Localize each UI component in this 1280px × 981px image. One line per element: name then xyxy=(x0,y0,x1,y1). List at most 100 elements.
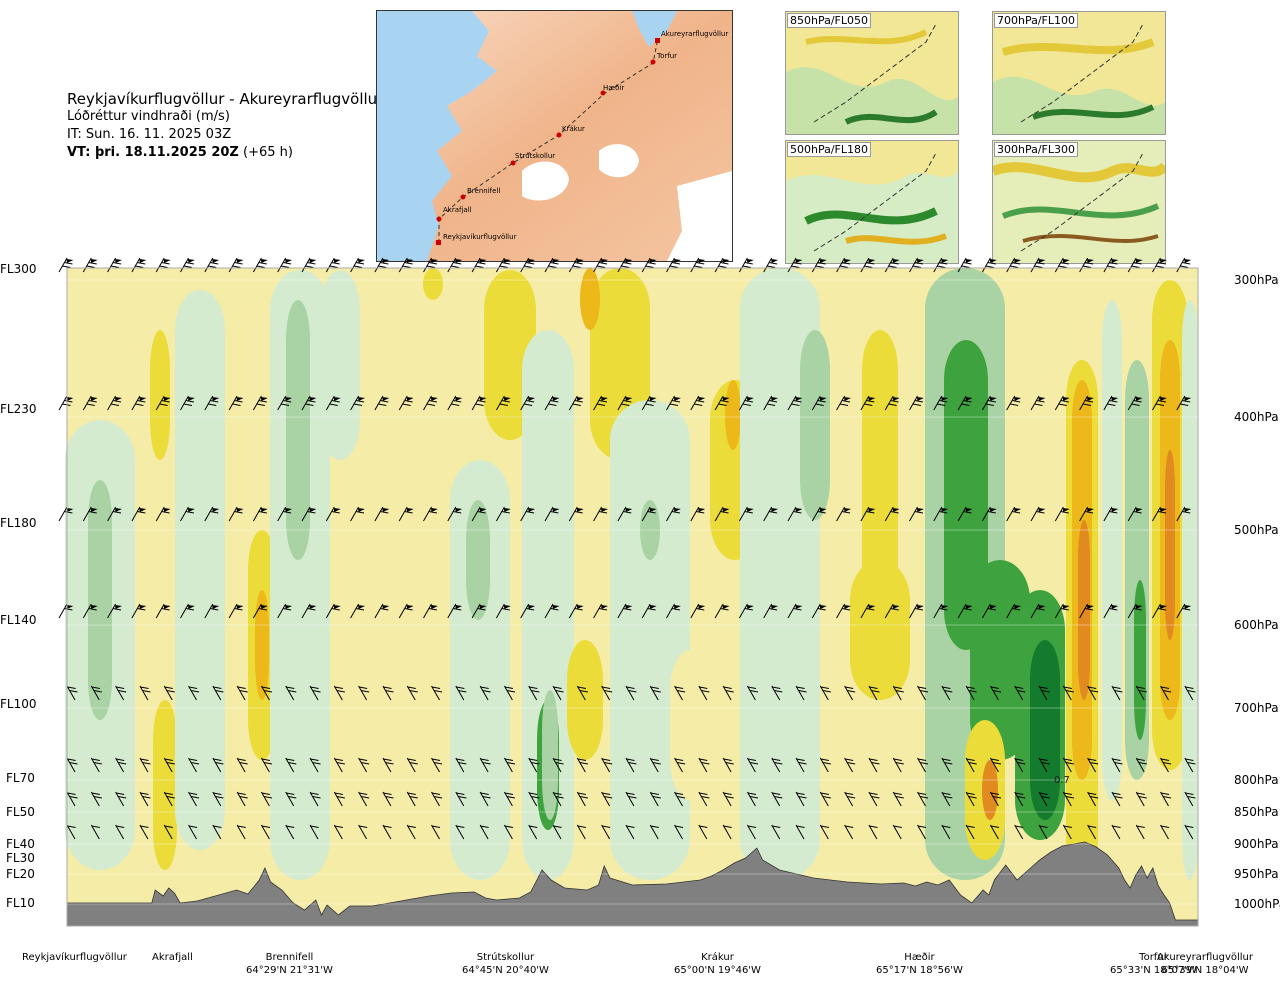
wind-barb xyxy=(722,757,734,773)
barb-feather xyxy=(1065,690,1074,693)
barb-feather xyxy=(64,400,73,403)
wind-barb xyxy=(58,395,74,411)
barb-staff xyxy=(787,506,797,522)
barb-staff xyxy=(309,791,319,807)
barb-staff xyxy=(690,506,700,522)
barb-pennant xyxy=(236,259,244,263)
barb-staff xyxy=(139,757,149,773)
barb-row-6 xyxy=(66,791,1196,807)
barb-feather xyxy=(475,265,484,268)
barb-feather xyxy=(555,796,564,799)
barb-staff xyxy=(358,757,368,773)
barb-staff xyxy=(1006,395,1016,411)
wind-barb xyxy=(1135,824,1145,840)
barb-staff xyxy=(884,257,894,273)
barb-pennant xyxy=(358,508,366,512)
barb-feather xyxy=(723,686,732,689)
wind-barb xyxy=(333,685,345,701)
wind-barb xyxy=(180,257,195,273)
barb-staff xyxy=(528,685,538,701)
barb-staff xyxy=(1030,257,1040,273)
barb-feather xyxy=(458,796,467,799)
waypoint-name: Akureyrarflugvöllur xyxy=(1157,952,1254,963)
wind-barb xyxy=(503,791,516,807)
wind-barb xyxy=(892,791,904,807)
barb-pennant xyxy=(333,508,341,512)
barb-feather xyxy=(577,792,586,795)
wind-barb xyxy=(989,824,1000,840)
wind-barb xyxy=(1111,824,1121,840)
barb-pennant xyxy=(722,508,730,512)
barb-feather xyxy=(645,403,654,406)
barb-feather xyxy=(817,262,826,265)
barb-feather xyxy=(820,825,829,828)
barb-pennant xyxy=(576,397,584,401)
wind-barb xyxy=(115,824,125,840)
barb-pennant xyxy=(90,259,98,263)
barb-feather xyxy=(914,511,924,514)
barb-pennant xyxy=(333,397,341,401)
barb-staff xyxy=(860,506,870,522)
barb-feather xyxy=(183,403,193,406)
wind-barb xyxy=(301,506,317,522)
barb-feather xyxy=(772,825,781,828)
barb-staff xyxy=(933,257,943,273)
barb-staff xyxy=(957,506,967,522)
barb-feather xyxy=(1090,762,1099,765)
wind-barb xyxy=(358,757,370,773)
barb-feather xyxy=(696,608,705,611)
barb-pennant xyxy=(698,259,706,263)
wind-barb xyxy=(252,603,268,619)
barb-feather xyxy=(817,511,826,514)
wind-barb xyxy=(1054,257,1070,273)
barb-pennant xyxy=(212,605,220,609)
wind-barb xyxy=(746,824,757,840)
barb-feather xyxy=(86,265,95,268)
wind-barb xyxy=(884,603,900,619)
barb-feather xyxy=(67,758,76,761)
wind-barb xyxy=(163,824,173,840)
barb-feather xyxy=(888,265,897,268)
barb-staff xyxy=(1111,791,1121,807)
barb-feather xyxy=(796,792,805,795)
barb-pennant xyxy=(309,397,317,401)
barb-staff xyxy=(819,824,829,840)
barb-feather xyxy=(1039,792,1048,795)
barb-staff xyxy=(1030,603,1040,619)
barb-feather xyxy=(650,686,659,689)
barb-pennant xyxy=(236,508,244,512)
barb-feather xyxy=(890,400,899,403)
barb-staff xyxy=(666,257,675,273)
barb-feather xyxy=(529,792,538,795)
wind-barb xyxy=(1054,506,1070,522)
barb-feather xyxy=(647,511,656,514)
map-label-akureyri: Akureyrarflugvöllur xyxy=(661,30,728,38)
wind-barb xyxy=(528,757,540,773)
map-glacier-vatnajokull xyxy=(667,171,732,261)
barb-feather xyxy=(404,400,413,403)
barb-pennant xyxy=(965,397,973,401)
barb-pennant xyxy=(552,508,560,512)
barb-staff xyxy=(503,685,513,701)
barb-staff xyxy=(479,791,489,807)
barb-staff xyxy=(1079,506,1089,522)
barb-feather xyxy=(91,686,100,689)
barb-feather xyxy=(142,762,151,765)
barb-staff xyxy=(1038,685,1048,701)
barb-staff xyxy=(787,603,797,619)
wind-barb xyxy=(771,824,781,840)
barb-feather xyxy=(166,762,175,765)
wind-barb xyxy=(811,603,827,619)
barb-feather xyxy=(407,825,416,828)
barb-feather xyxy=(912,265,922,268)
barb-feather xyxy=(426,403,436,406)
barb-feather xyxy=(307,608,316,611)
barb-row-3 xyxy=(58,603,1192,619)
barb-feather xyxy=(261,686,271,689)
barb-pennant xyxy=(528,259,536,263)
barb-staff xyxy=(568,506,578,522)
wind-barb xyxy=(795,791,807,807)
barb-feather xyxy=(1107,265,1116,268)
wind-barb xyxy=(277,603,293,619)
barb-staff xyxy=(471,506,481,522)
